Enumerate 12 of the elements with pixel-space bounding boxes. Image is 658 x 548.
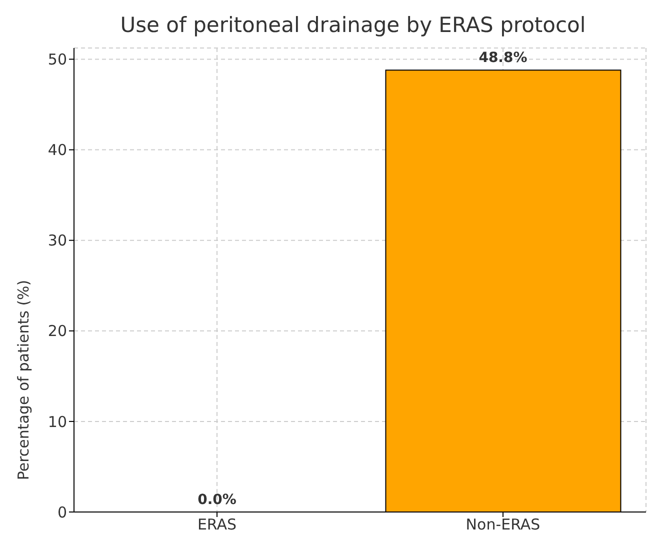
x-tick-label: Non-ERAS bbox=[466, 516, 540, 534]
y-tick-label: 50 bbox=[48, 50, 67, 69]
y-tick-label: 0 bbox=[57, 503, 67, 522]
y-axis-title: Percentage of patients (%) bbox=[14, 280, 32, 480]
data-label: 0.0% bbox=[198, 492, 236, 508]
y-tick-label: 30 bbox=[48, 232, 67, 250]
y-tick-label: 20 bbox=[48, 322, 67, 340]
y-tick-label: 10 bbox=[48, 412, 67, 431]
x-tick-label: ERAS bbox=[197, 516, 237, 534]
chart-title: Use of peritoneal drainage by ERAS protocol bbox=[120, 13, 586, 37]
y-tick-label: 40 bbox=[48, 141, 67, 160]
data-label: 48.8% bbox=[478, 50, 528, 66]
